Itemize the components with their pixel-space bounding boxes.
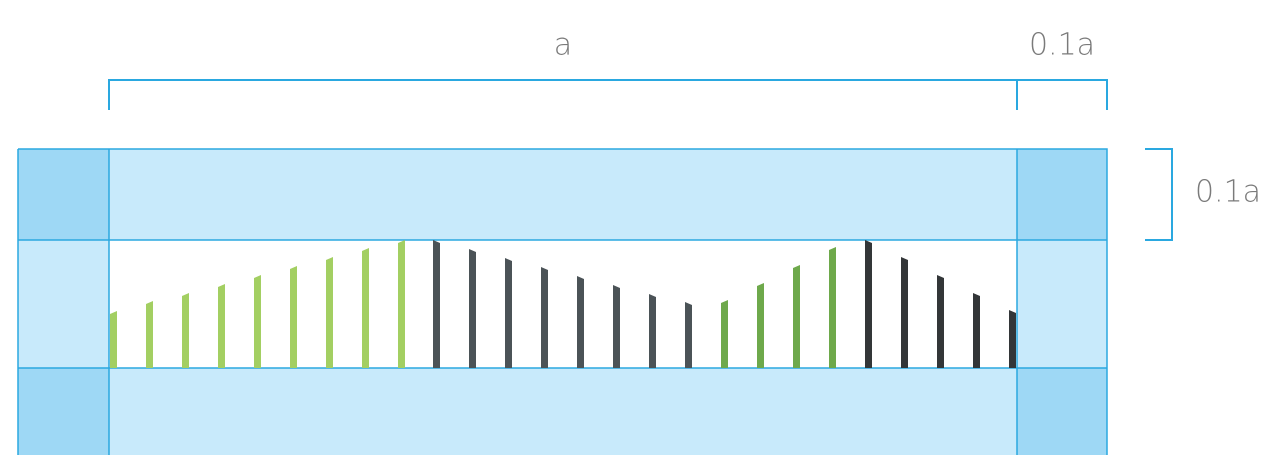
logo-bar	[757, 283, 764, 368]
logo-bar	[541, 267, 548, 368]
margin-height-label: 0.1a	[1195, 175, 1261, 210]
logo-bar	[398, 240, 405, 368]
logo-bar	[1009, 310, 1016, 368]
logo	[110, 240, 1016, 368]
width-label: a	[554, 28, 572, 63]
logo-bar	[146, 301, 153, 368]
logo-bar	[721, 300, 728, 368]
logo-area	[109, 240, 1017, 368]
logo-bar	[182, 293, 189, 368]
margin-width-label: 0.1a	[1029, 28, 1095, 63]
logo-bar	[865, 240, 872, 368]
logo-bar	[937, 275, 944, 368]
grid-lines	[17, 148, 1108, 455]
corner	[18, 149, 109, 240]
logo-bar	[793, 265, 800, 368]
logo-bar	[613, 285, 620, 368]
logo-bar	[469, 249, 476, 368]
logo-bar	[326, 257, 333, 368]
logo-bar	[685, 302, 692, 368]
logo-bar	[649, 294, 656, 368]
logo-bar	[290, 266, 297, 368]
logo-bar	[973, 293, 980, 368]
logo-bar	[901, 257, 908, 368]
logo-bar	[254, 275, 261, 368]
logo-bar	[362, 248, 369, 368]
logo-bar	[829, 247, 836, 368]
corner	[1017, 368, 1107, 455]
logo-bar	[433, 240, 440, 368]
height-bracket	[1145, 148, 1173, 241]
logo-bar	[505, 258, 512, 368]
corner	[18, 368, 109, 455]
logo-bar	[577, 276, 584, 368]
corner	[1017, 149, 1107, 240]
width-bracket	[108, 79, 1108, 110]
logo-bar	[110, 311, 117, 368]
logo-bar	[218, 284, 225, 368]
